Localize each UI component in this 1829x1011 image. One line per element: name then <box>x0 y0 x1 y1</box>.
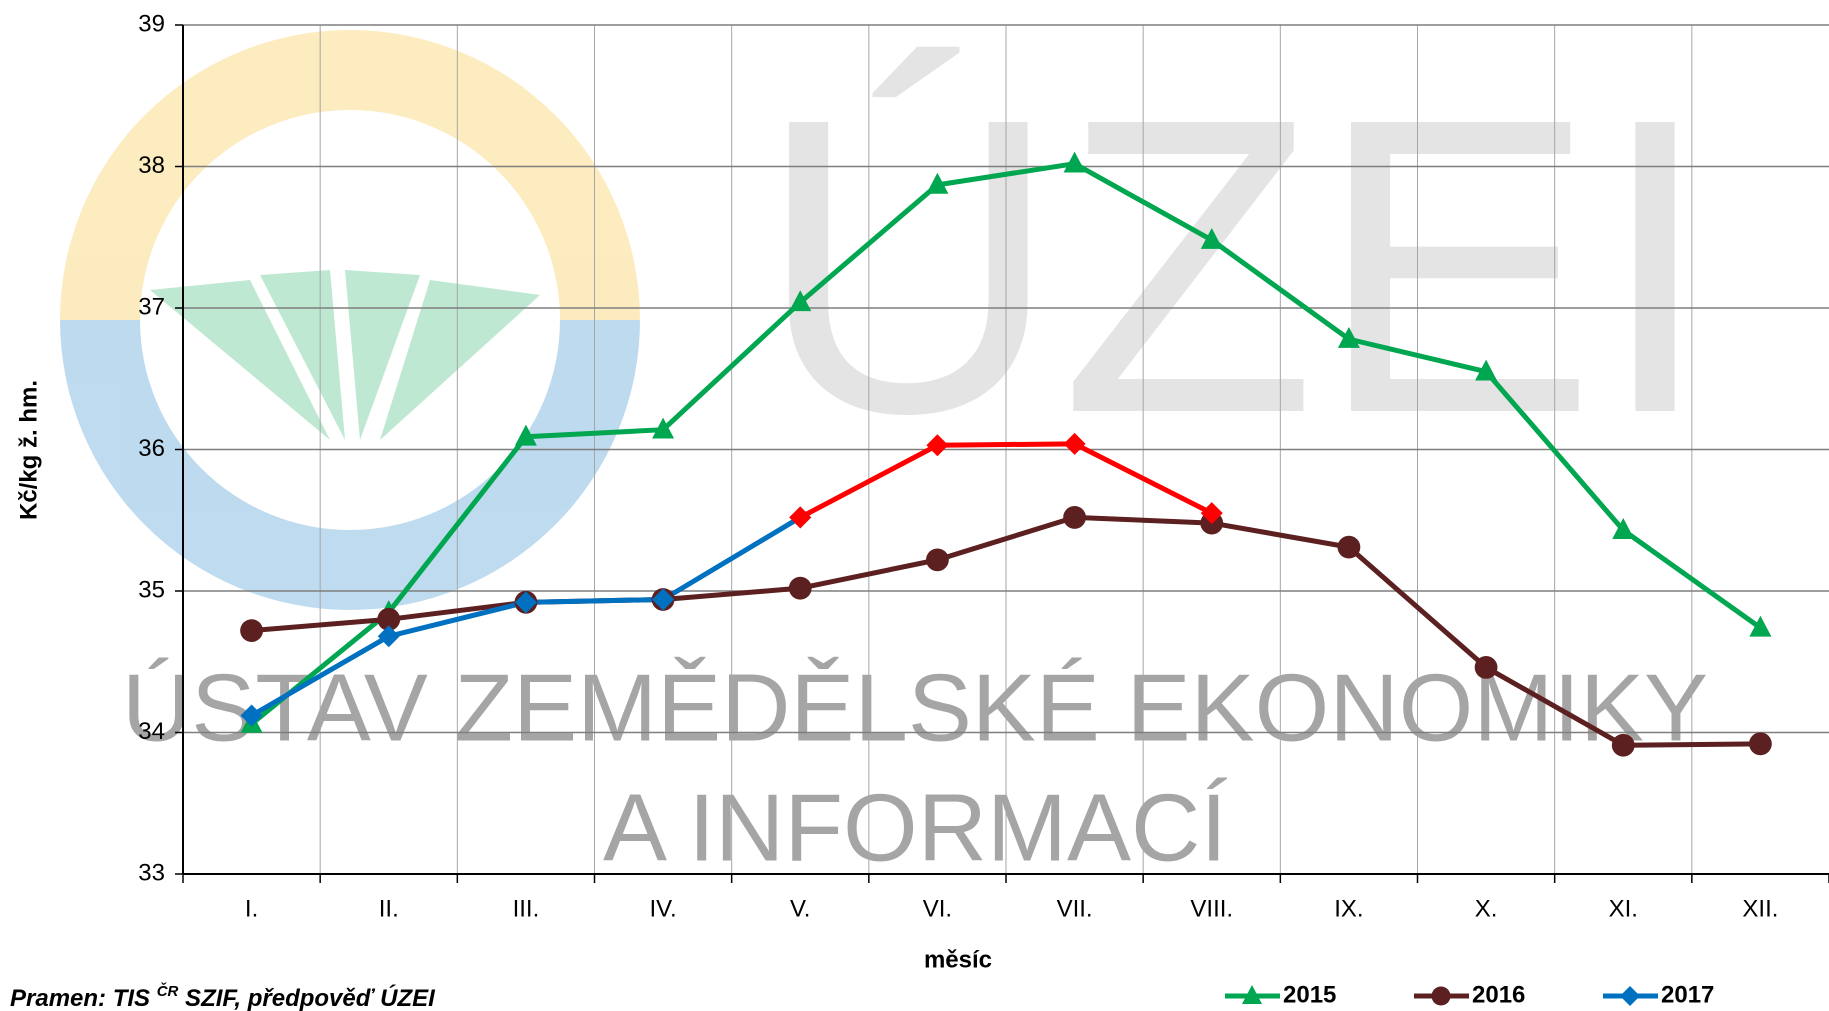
legend-label: 2017 <box>1661 981 1714 1008</box>
x-tick-label: III. <box>513 895 540 922</box>
watermark: ÚSTAV ZEMĚDĚLSKÉ EKONOMIKY <box>122 654 1708 761</box>
x-tick-label: VIII. <box>1190 895 1233 922</box>
marker <box>1200 227 1223 249</box>
x-tick-label: IV. <box>650 895 677 922</box>
marker <box>1063 506 1086 529</box>
legend-label: 2016 <box>1472 981 1525 1008</box>
x-tick-label: V. <box>790 895 810 922</box>
marker <box>1474 656 1498 679</box>
marker <box>652 417 675 439</box>
y-tick-label: 36 <box>138 435 165 462</box>
marker <box>1749 732 1772 756</box>
x-tick-label: II. <box>379 895 399 922</box>
marker <box>1749 615 1772 637</box>
source: Pramen: TIS ČR SZIF, předpověď ÚZEI <box>10 982 436 1011</box>
series-line <box>250 161 1762 726</box>
x-axis-label: měsíc <box>924 946 992 973</box>
y-tick-label: 33 <box>138 859 165 886</box>
marker <box>377 625 400 648</box>
marker <box>1620 986 1640 1006</box>
logo <box>60 30 640 610</box>
y-tick-label: 35 <box>138 576 165 603</box>
y-tick-label: 39 <box>138 10 165 37</box>
marker <box>1337 535 1361 559</box>
marker <box>1612 518 1635 539</box>
marker <box>1242 985 1262 1004</box>
marker <box>1337 327 1360 348</box>
series-line <box>251 514 1761 748</box>
x-tick-label: XII. <box>1742 895 1778 922</box>
marker <box>788 576 812 600</box>
marker <box>926 434 949 457</box>
marker <box>1431 986 1451 1006</box>
marker <box>240 619 263 643</box>
marker <box>1063 151 1086 173</box>
x-tick-label: X. <box>1475 895 1498 922</box>
y-tick-label: 34 <box>138 718 165 745</box>
x-tick-label: XI. <box>1609 895 1638 922</box>
marker <box>652 588 675 611</box>
x-tick-label: VI. <box>923 895 952 922</box>
y-axis-label: Kč/kg ž. hm. <box>15 380 42 520</box>
marker <box>789 506 812 529</box>
y-tick-label: 37 <box>138 293 165 320</box>
marker <box>1475 359 1498 381</box>
marker <box>789 290 812 312</box>
marker <box>514 424 537 446</box>
marker <box>240 704 263 727</box>
series-line <box>799 441 1213 520</box>
marker <box>926 548 949 572</box>
marker <box>377 607 401 631</box>
x-tick-label: IX. <box>1334 895 1363 922</box>
marker <box>1611 733 1635 757</box>
x-tick-label: I. <box>245 895 258 922</box>
source-text: ČR <box>157 982 179 1000</box>
source-text: Pramen: TIS <box>10 985 157 1011</box>
marker <box>1063 432 1086 455</box>
marker <box>514 591 537 614</box>
watermark: A INFORMACÍ <box>603 774 1227 881</box>
y-tick-label: 38 <box>138 152 165 179</box>
watermark: ÚZEI <box>757 32 1714 501</box>
x-tick-label: VII. <box>1057 895 1093 922</box>
source-text: SZIF, předpověď ÚZEI <box>178 984 436 1011</box>
legend-label: 2015 <box>1283 981 1336 1008</box>
marker <box>926 172 949 194</box>
marker <box>1200 502 1223 525</box>
